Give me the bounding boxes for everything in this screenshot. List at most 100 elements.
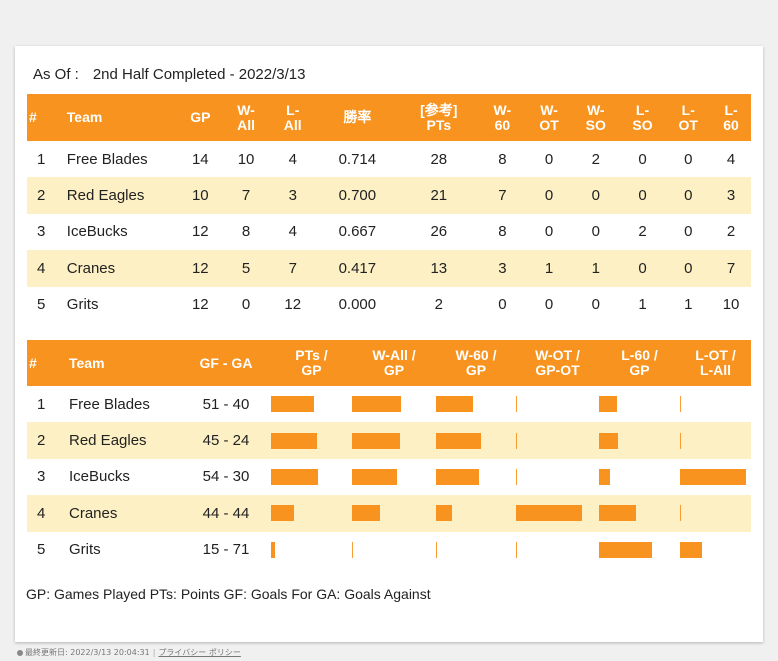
standings-header-10: L- SO xyxy=(619,94,666,141)
standings-cell: 0 xyxy=(591,296,600,314)
ratio-bar-cell xyxy=(599,386,680,422)
standings-cell: 0.700 xyxy=(315,177,400,214)
standings-cell: 10 xyxy=(178,177,223,214)
ratio-bar-cell xyxy=(436,532,516,568)
gf-ga-cell: 15 - 71 xyxy=(202,541,250,559)
ratio-bar-cell xyxy=(516,532,599,568)
standings-cell: 0 xyxy=(544,150,554,168)
standings-cell: 0 xyxy=(684,150,693,168)
standings-cell: 4 xyxy=(288,223,297,241)
ratio-bar-cell xyxy=(680,386,751,422)
ratio-bar xyxy=(436,432,481,449)
standings-cell: 0 xyxy=(684,223,693,241)
ratio-bar-cell xyxy=(271,386,352,422)
standings-cell: 12 xyxy=(284,296,302,314)
ratio-bar xyxy=(271,396,314,413)
ratio-bar xyxy=(271,505,294,522)
standings-cell: 0 xyxy=(665,250,712,287)
standings-header-row: # Team GP W- All L- All 勝率 [参考] PTs W- 60 W- OT W- SO L-… xyxy=(27,94,751,141)
standings-cell: 2 xyxy=(27,177,65,214)
ratio-bar xyxy=(680,432,681,449)
standings-cell: 0.667 xyxy=(338,223,377,241)
standings-cell: 21 xyxy=(399,177,479,214)
ratio-bar xyxy=(436,468,479,485)
ratio-bar-cell xyxy=(352,386,436,422)
team-name: Grits xyxy=(66,296,99,314)
team-name: Cranes xyxy=(64,250,179,287)
ratio-bar-cell xyxy=(352,532,436,568)
ratios-header-8: L-OT / L-All xyxy=(680,340,751,386)
privacy-policy-link[interactable]: プライバシー ポリシー xyxy=(158,648,241,657)
ratios-header-1: Team xyxy=(67,340,181,386)
ratio-bar-cell xyxy=(599,459,680,495)
standings-cell: 26 xyxy=(430,223,448,241)
ratio-bar xyxy=(680,541,702,558)
ratio-bar-cell xyxy=(680,422,751,459)
gf-ga-cell: 45 - 24 xyxy=(181,422,271,459)
ratio-bar xyxy=(516,432,517,449)
ratio-bar-cell xyxy=(680,459,751,495)
rank-cell: 4 xyxy=(27,495,67,532)
ratio-bar-cell xyxy=(352,422,436,459)
ratio-bar-cell xyxy=(352,495,436,532)
ratios-header-6: W-OT / GP-OT xyxy=(516,340,599,386)
standings-cell: 2 xyxy=(434,296,443,314)
ratio-bar xyxy=(352,541,353,558)
standings-cell: 1 xyxy=(37,150,46,168)
team-name: Free Blades xyxy=(66,150,148,168)
standings-header-12: L- 60 xyxy=(711,94,751,141)
as-of-value: 2nd Half Completed - 2022/3/13 xyxy=(92,66,306,83)
team-name: Red Eagles xyxy=(64,177,179,214)
team-name: Grits xyxy=(69,541,101,559)
ratio-bar xyxy=(436,396,473,413)
team-name: Cranes xyxy=(67,495,181,532)
ratio-bar xyxy=(436,541,437,558)
ratio-bar xyxy=(516,505,582,522)
standings-cell: 0 xyxy=(544,223,554,241)
table-row: 5 Grits 12 0 12 0.000 2 0 0 0 1 1 10 xyxy=(27,287,751,323)
ratio-bar-cell xyxy=(599,532,680,568)
ratios-table: # Team GF - GA PTs / GP W-All / GP W-60 /GP W-OT… xyxy=(27,340,751,568)
ratio-bar xyxy=(680,505,681,522)
standings-cell: 0 xyxy=(526,177,572,214)
standings-cell: 4 xyxy=(288,150,297,168)
ratios-header-0: # xyxy=(27,340,67,386)
ratios-header-7: L-60 /GP xyxy=(599,340,680,386)
standings-cell: 0 xyxy=(619,177,666,214)
footer-separator: | xyxy=(152,648,156,657)
ratio-bar-cell xyxy=(436,422,516,459)
team-name: Red Eagles xyxy=(67,422,181,459)
table-row: 4 Cranes 44 - 44 xyxy=(27,495,751,532)
ratios-header-2: GF - GA xyxy=(181,340,271,386)
ratio-bar-cell xyxy=(436,495,516,532)
ratio-bar xyxy=(352,468,397,485)
standings-cell: 4 xyxy=(27,250,65,287)
standings-cell: 7 xyxy=(478,177,527,214)
standings-header-11: L- OT xyxy=(665,94,712,141)
table-row: 1 Free Blades 14 10 4 0.714 28 8 0 2 0 0 4 xyxy=(27,141,751,177)
table-row: 2 Red Eagles 10 7 3 0.700 21 7 0 0 0 0 3 xyxy=(27,177,751,214)
ratio-bar-cell xyxy=(516,495,599,532)
rank-cell: 3 xyxy=(37,468,46,486)
ratio-bar-cell xyxy=(516,459,599,495)
ratio-bar-cell xyxy=(516,422,599,459)
standings-cell: 2 xyxy=(726,223,736,241)
ratio-bar xyxy=(352,505,380,522)
standings-cell: 0 xyxy=(498,296,507,314)
standings-cell: 8 xyxy=(241,223,251,241)
table-row: 2 Red Eagles 45 - 24 xyxy=(27,422,751,459)
standings-header-8: W- OT xyxy=(526,94,572,141)
table-row: 4 Cranes 12 5 7 0.417 13 3 1 1 0 0 7 xyxy=(27,250,751,287)
as-of-label: As Of : xyxy=(33,66,79,83)
ratio-bar xyxy=(352,432,400,449)
standings-cell: 0 xyxy=(619,250,666,287)
standings-cell: 1 xyxy=(526,250,572,287)
ratio-bar-cell xyxy=(271,459,352,495)
standings-cell: 4 xyxy=(726,150,736,168)
ratios-header-4: W-All / GP xyxy=(352,340,436,386)
ratio-bar xyxy=(599,432,618,449)
standings-cell: 14 xyxy=(191,150,209,168)
rank-cell: 2 xyxy=(27,422,67,459)
ratio-bar-cell xyxy=(271,495,352,532)
info-icon xyxy=(17,649,23,656)
